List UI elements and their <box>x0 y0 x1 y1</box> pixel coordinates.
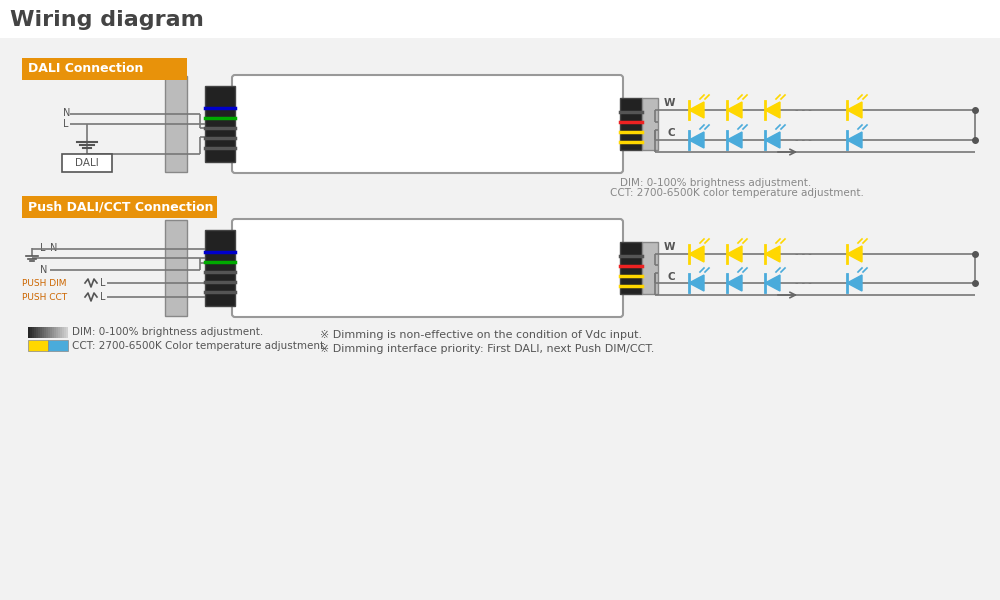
Polygon shape <box>765 275 780 291</box>
Bar <box>205 230 235 306</box>
Bar <box>64 327 66 338</box>
Text: - - -: - - - <box>795 278 812 288</box>
Polygon shape <box>689 275 704 291</box>
Bar <box>165 220 187 316</box>
Bar <box>620 242 642 294</box>
Text: ※ Dimming interface priority: First DALI, next Push DIM/CCT.: ※ Dimming interface priority: First DALI… <box>320 344 654 354</box>
Text: W: W <box>664 242 675 252</box>
Text: CCT: 2700-6500K color temperature adjustment.: CCT: 2700-6500K color temperature adjust… <box>610 188 864 198</box>
Text: DIM: 0-100% brightness adjustment.: DIM: 0-100% brightness adjustment. <box>72 327 263 337</box>
Text: CCT: 2700-6500K Color temperature adjustment.: CCT: 2700-6500K Color temperature adjust… <box>72 341 328 351</box>
Bar <box>34 327 36 338</box>
Bar <box>62 327 64 338</box>
Polygon shape <box>847 275 862 291</box>
Bar <box>50 327 52 338</box>
FancyBboxPatch shape <box>22 58 187 80</box>
Bar <box>32 327 34 338</box>
Text: W: W <box>664 98 675 108</box>
Bar <box>48 327 50 338</box>
Bar <box>48 340 68 351</box>
Text: L: L <box>40 243 46 253</box>
Polygon shape <box>727 102 742 118</box>
Bar <box>66 327 68 338</box>
FancyBboxPatch shape <box>22 196 217 218</box>
FancyBboxPatch shape <box>232 219 623 317</box>
Bar <box>36 327 38 338</box>
Text: L: L <box>63 119 68 129</box>
Text: N: N <box>63 108 70 118</box>
Text: L: L <box>100 292 106 302</box>
Text: L: L <box>100 278 106 288</box>
Text: DALI: DALI <box>75 158 99 168</box>
Bar <box>62 154 112 172</box>
Polygon shape <box>727 275 742 291</box>
Polygon shape <box>847 246 862 262</box>
Text: Wiring diagram: Wiring diagram <box>10 10 204 30</box>
Polygon shape <box>847 102 862 118</box>
Polygon shape <box>689 246 704 262</box>
Text: C: C <box>667 128 675 138</box>
Text: Push DALI/CCT Connection: Push DALI/CCT Connection <box>28 200 214 214</box>
Bar <box>42 327 44 338</box>
Text: - - -: - - - <box>795 249 812 259</box>
Text: - - -: - - - <box>795 105 812 115</box>
Bar <box>60 327 62 338</box>
Bar <box>56 327 58 338</box>
Text: DIM: 0-100% brightness adjustment.: DIM: 0-100% brightness adjustment. <box>620 178 811 188</box>
Polygon shape <box>727 132 742 148</box>
Text: - - -: - - - <box>795 135 812 145</box>
Text: N: N <box>50 243 57 253</box>
Text: C: C <box>667 272 675 282</box>
Polygon shape <box>847 132 862 148</box>
Bar <box>52 327 54 338</box>
Text: ※ Dimming is non-effective on the condition of Vdc input.: ※ Dimming is non-effective on the condit… <box>320 330 642 340</box>
Bar <box>44 327 46 338</box>
Bar <box>46 327 48 338</box>
Polygon shape <box>727 246 742 262</box>
Text: PUSH DIM: PUSH DIM <box>22 278 66 287</box>
Polygon shape <box>765 132 780 148</box>
Text: N: N <box>40 265 47 275</box>
Bar <box>54 327 56 338</box>
FancyBboxPatch shape <box>232 75 623 173</box>
Bar <box>642 242 658 294</box>
Polygon shape <box>689 132 704 148</box>
Polygon shape <box>765 102 780 118</box>
Bar <box>0 0 1000 38</box>
Bar <box>28 327 30 338</box>
Bar <box>642 98 658 150</box>
Bar <box>205 86 235 162</box>
Text: DALI Connection: DALI Connection <box>28 62 143 76</box>
Bar <box>38 327 40 338</box>
Bar <box>28 340 48 351</box>
Bar <box>620 98 642 150</box>
Bar <box>58 327 60 338</box>
Bar <box>30 327 32 338</box>
Polygon shape <box>689 102 704 118</box>
Bar <box>40 327 42 338</box>
Bar <box>165 76 187 172</box>
Polygon shape <box>765 246 780 262</box>
Text: PUSH CCT: PUSH CCT <box>22 292 67 301</box>
